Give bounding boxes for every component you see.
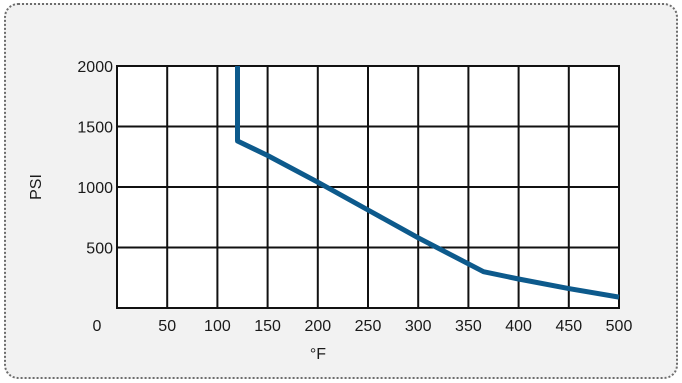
x-tick-label: 100 <box>204 318 231 335</box>
x-tick-label: 300 <box>405 318 432 335</box>
x-axis-label: °F <box>310 346 326 363</box>
x-tick-label: 50 <box>158 318 176 335</box>
x-tick-labels: 0 50 100 150 200 250 300 350 400 450 500 <box>93 318 633 335</box>
x-tick-label: 500 <box>606 318 633 335</box>
y-tick-label: 1000 <box>77 180 113 197</box>
x-tick-label: 0 <box>93 318 102 335</box>
y-tick-label: 1500 <box>77 120 113 137</box>
x-tick-label: 350 <box>455 318 482 335</box>
x-tick-label: 400 <box>505 318 532 335</box>
y-tick-label: 500 <box>86 241 113 258</box>
y-axis-label: PSI <box>28 174 45 200</box>
x-tick-label: 200 <box>304 318 331 335</box>
y-tick-label: 2000 <box>77 59 113 76</box>
x-tick-label: 250 <box>355 318 382 335</box>
x-tick-label: 150 <box>254 318 281 335</box>
y-tick-labels: 500 1000 1500 2000 <box>77 59 113 258</box>
x-tick-label: 450 <box>555 318 582 335</box>
